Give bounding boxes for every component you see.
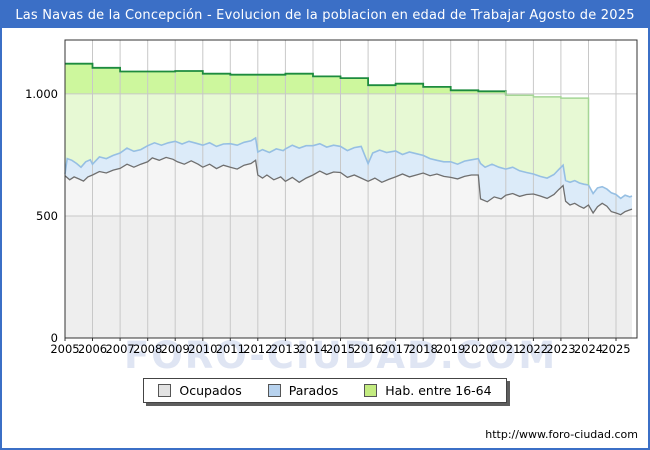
watermark-text: FORO-CIUDAD.COM (124, 334, 558, 377)
line-parados (64, 136, 633, 200)
x-axis-label: 2012 (243, 342, 272, 356)
line-ocupados (64, 156, 633, 216)
legend-label: Hab. entre 16-64 (385, 383, 492, 398)
x-axis-label: 2017 (381, 342, 410, 356)
plot-border (64, 39, 638, 339)
footer-url[interactable]: http://www.foro-ciudad.com (485, 428, 638, 441)
legend-swatch-icon (158, 384, 172, 397)
legend-box: Ocupados Parados Hab. entre 16-64 (143, 378, 507, 403)
x-axis-label: 2011 (216, 342, 245, 356)
x-axis-labels: 2005200620072008200920102011201220132014… (50, 342, 630, 356)
legend-item: Ocupados (158, 383, 242, 398)
line-hab-16-64-recent (505, 91, 590, 185)
x-axis-label: 2006 (78, 342, 107, 356)
legend-item: Parados (267, 383, 339, 398)
y-axis-label: 1.000 (25, 87, 58, 101)
x-axis-label: 2008 (133, 342, 162, 356)
y-axis-label: 0 (51, 331, 58, 345)
y-axis-label: 500 (36, 209, 58, 223)
legend-swatch-icon (267, 384, 281, 397)
area-parados (65, 137, 632, 215)
x-axis-label: 2009 (161, 342, 190, 356)
legend-label: Ocupados (179, 383, 242, 398)
x-axis-label: 2010 (188, 342, 217, 356)
x-axis-label: 2016 (353, 342, 382, 356)
x-axis-label: 2007 (105, 342, 134, 356)
chart-legend: Ocupados Parados Hab. entre 16-64 (2, 378, 648, 403)
y-axis-labels: 0 500 1.000 (25, 87, 58, 345)
x-axis-label: 2024 (574, 342, 603, 356)
x-axis-label: 2018 (409, 342, 438, 356)
line-hab-16-64 (65, 62, 507, 96)
x-axis-label: 2019 (436, 342, 465, 356)
x-axis-label: 2020 (464, 342, 493, 356)
area-ocupados (65, 157, 632, 338)
x-axis-label: 2015 (326, 342, 355, 356)
chart-title-bar: Las Navas de la Concepción - Evolucion d… (2, 2, 648, 28)
x-axis-label: 2005 (50, 342, 79, 356)
x-axis-label: 2014 (298, 342, 327, 356)
x-axis-label: 2025 (601, 342, 630, 356)
x-axis-label: 2021 (491, 342, 520, 356)
x-axis-label: 2013 (271, 342, 300, 356)
x-axis-label: 2022 (519, 342, 548, 356)
legend-swatch-icon (364, 384, 378, 397)
page-title: Las Navas de la Concepción - Evolucion d… (15, 7, 635, 23)
legend-item: Hab. entre 16-64 (364, 383, 492, 398)
x-axis-label: 2023 (546, 342, 575, 356)
gridlines (65, 40, 637, 338)
legend-label: Parados (288, 383, 339, 398)
